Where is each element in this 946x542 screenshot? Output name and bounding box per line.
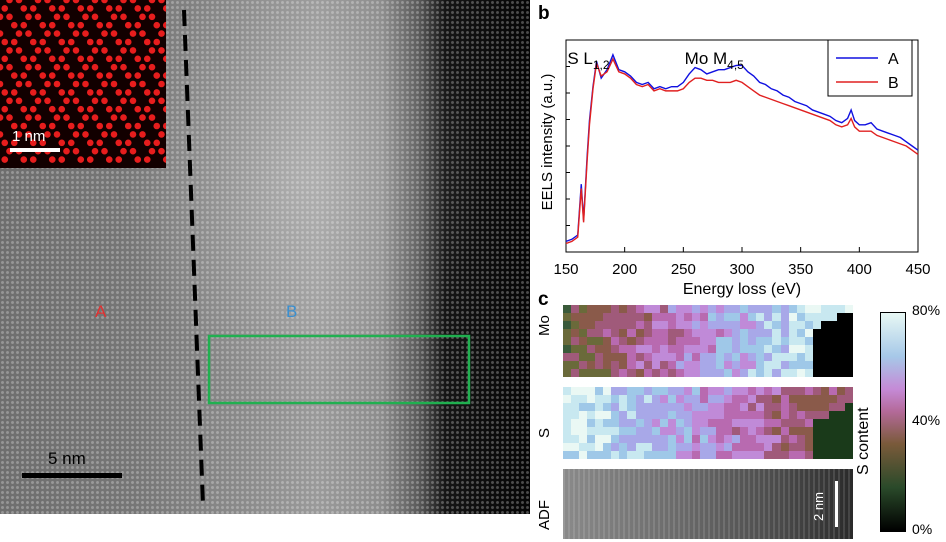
panel-c-letter: c [538, 289, 549, 310]
inset-scale-label: 1 nm [12, 128, 46, 145]
lattice-pattern [0, 0, 166, 163]
colorbar-tick-40: 40% [912, 412, 941, 428]
colorbar [880, 312, 906, 532]
legend-label-a: A [888, 51, 899, 68]
c-scale-label: 2 nm [811, 492, 826, 521]
colorbar-title: S content [855, 407, 872, 475]
roi-box [207, 334, 471, 405]
x-tick-label: 250 [671, 261, 696, 278]
x-axis-label: Energy loss (eV) [683, 281, 801, 298]
colorbar-tick-0: 0% [912, 521, 933, 537]
panel-b-letter: b [538, 3, 550, 24]
main-scale-bar [22, 473, 122, 478]
atomic-inset: 1 nm [0, 0, 166, 168]
region-a-label: A [95, 302, 107, 321]
x-tick-label: 350 [788, 261, 813, 278]
row-label-mo: Mo [536, 315, 553, 336]
s-map [563, 387, 853, 459]
x-tick-label: 400 [847, 261, 872, 278]
y-axis-label: EELS intensity (a.u.) [539, 74, 556, 211]
legend-box [827, 39, 913, 97]
mo-map [563, 305, 853, 377]
stem-image: 1 nm A B 5 nm [0, 0, 530, 514]
region-b-label: B [286, 302, 298, 321]
x-tick-label: 200 [612, 261, 637, 278]
annotation-s-l12: S L1,2 [567, 49, 610, 72]
boundary-dashed-line [182, 9, 205, 506]
legend-label-b: B [888, 75, 899, 92]
legend: AB [827, 39, 913, 97]
c-scale-bar [835, 481, 838, 527]
adf-map: 2 nm [563, 469, 853, 539]
series-line-b [565, 57, 919, 245]
row-label-s: S [536, 427, 553, 438]
row-label-adf: ADF [536, 500, 553, 530]
x-tick-label: 300 [729, 261, 754, 278]
x-tick-label: 450 [905, 261, 930, 278]
inset-scale-bar [10, 148, 60, 152]
colorbar-tick-80: 80% [912, 302, 941, 318]
overlay [22, 9, 471, 506]
main-scale-label: 5 nm [48, 449, 86, 468]
eels-chart: 150 200 250 300 350 400 450 S L1,2 Mo M4,5 Ene… [539, 39, 931, 298]
x-tick-label: 150 [553, 261, 578, 278]
series-line-a [565, 52, 919, 243]
